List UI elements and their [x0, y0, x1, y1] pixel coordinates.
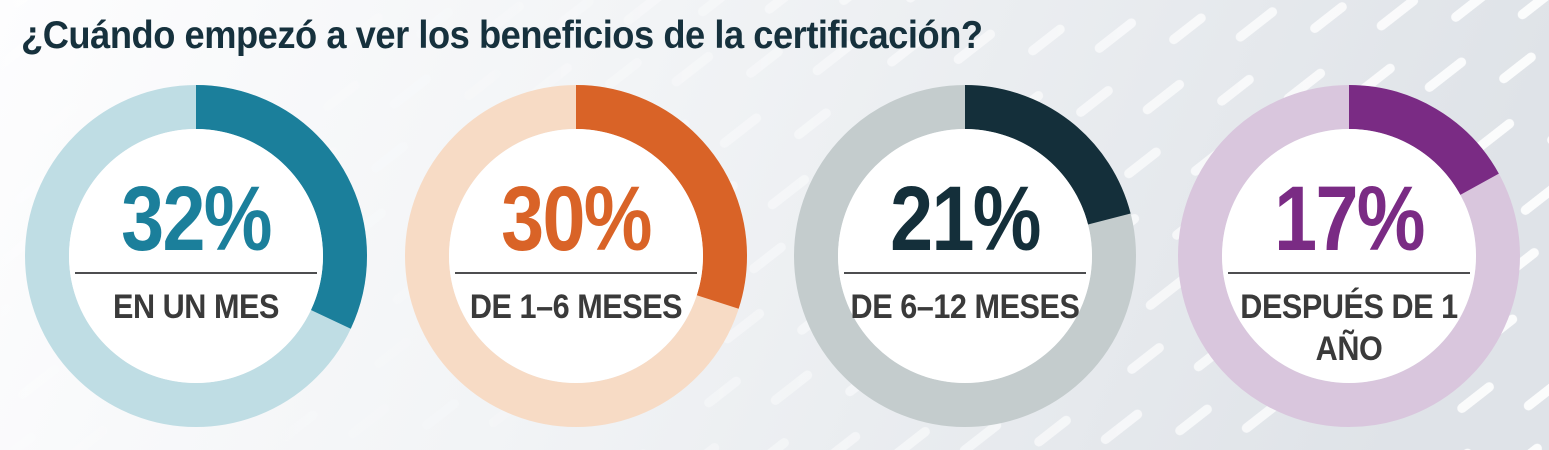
donut-ring: [25, 85, 367, 427]
donut-1-6-meses: 30% DE 1–6 MESES: [405, 85, 747, 427]
page-title: ¿Cuándo empezó a ver los beneficios de l…: [21, 14, 983, 57]
donut-en-un-mes: 32% EN UN MES: [25, 85, 367, 427]
percentage-value: 32%: [121, 168, 272, 270]
divider-line: [1228, 272, 1470, 274]
donut-despues-de-1-ano: 17% DESPUÉS DE 1 AÑO: [1178, 85, 1520, 427]
segment-label: EN UN MES: [113, 288, 279, 326]
percentage-value: 21%: [890, 168, 1041, 270]
percentage-value: 30%: [501, 168, 652, 270]
donut-ring: [405, 85, 747, 427]
percentage-value: 17%: [1274, 168, 1425, 270]
donut-center-labels: 32% EN UN MES: [25, 85, 367, 427]
divider-line: [75, 272, 317, 274]
donut-center-labels: 17% DESPUÉS DE 1 AÑO: [1178, 85, 1520, 427]
divider-line: [844, 272, 1086, 274]
segment-label: DESPUÉS DE 1 AÑO: [1240, 288, 1458, 368]
donut-center-labels: 21% DE 6–12 MESES: [794, 85, 1136, 427]
donut-6-12-meses: 21% DE 6–12 MESES: [794, 85, 1136, 427]
donut-ring: [794, 85, 1136, 427]
divider-line: [455, 272, 697, 274]
donut-ring: [1178, 85, 1520, 427]
donut-center-labels: 30% DE 1–6 MESES: [405, 85, 747, 427]
segment-label: DE 1–6 MESES: [469, 288, 683, 326]
segment-label: DE 6–12 MESES: [850, 288, 1080, 326]
